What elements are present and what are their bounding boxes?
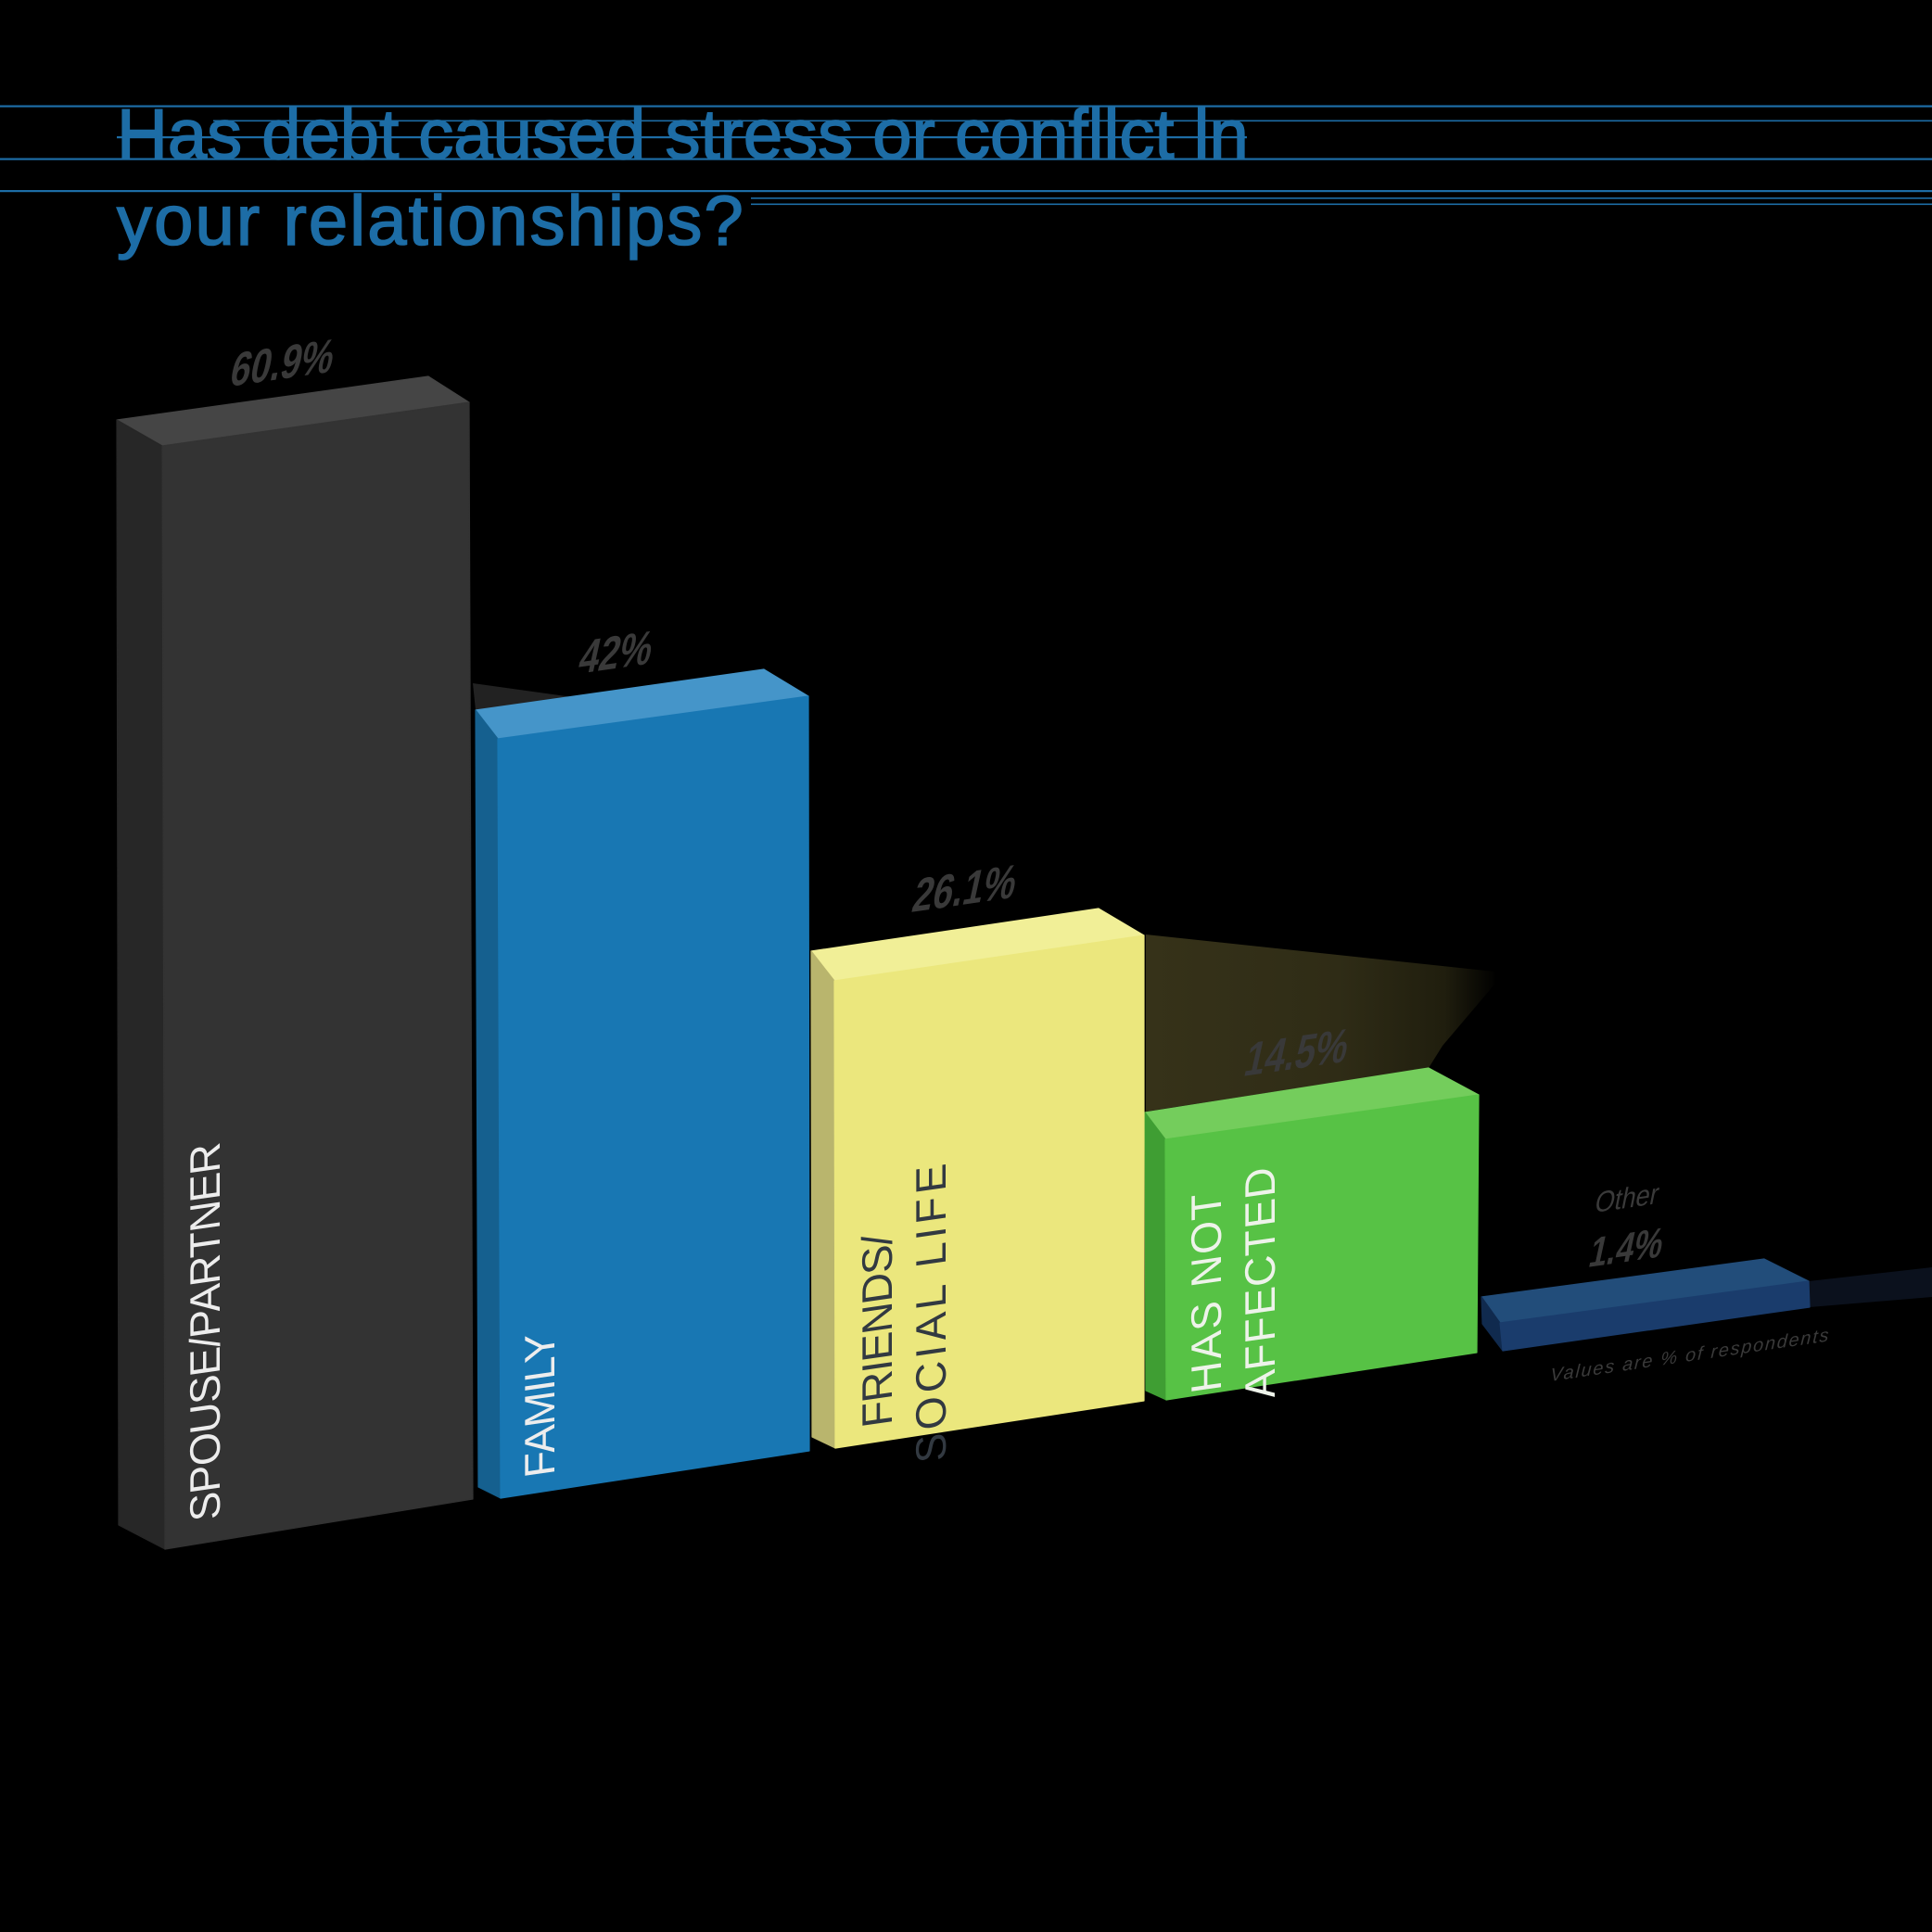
svg-text:your relationships?: your relationships? [117, 182, 745, 261]
svg-text:HAS NOT: HAS NOT [1182, 1188, 1230, 1397]
svg-text:AFFECTED: AFFECTED [1236, 1163, 1284, 1403]
svg-text:Has debt caused stress or conf: Has debt caused stress or confllct ln [117, 95, 1249, 174]
svg-text:SOCIAL LIFE: SOCIAL LIFE [907, 1157, 955, 1466]
svg-text:SPOUSE/PARTNER: SPOUSE/PARTNER [181, 1141, 229, 1525]
svg-text:FAMILY: FAMILY [515, 1330, 564, 1481]
svg-text:FRIENDS/: FRIENDS/ [853, 1231, 901, 1430]
svg-text:42%: 42% [575, 620, 659, 684]
